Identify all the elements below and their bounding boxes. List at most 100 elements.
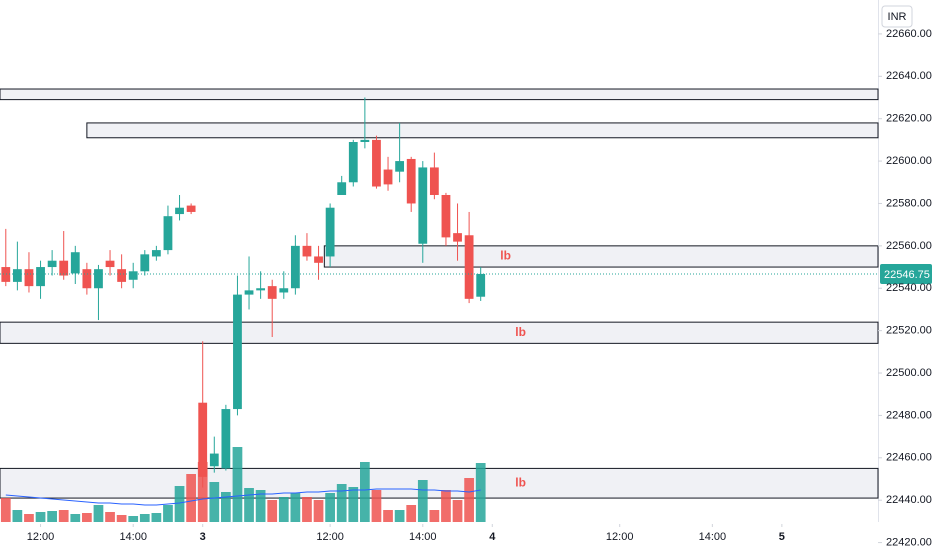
volume-bar [232, 447, 243, 522]
last-price-label: 22546.75 [884, 269, 930, 281]
candle-body [233, 294, 242, 410]
zone-label: lb [515, 325, 526, 339]
volume-bar [441, 490, 451, 522]
candle-body [105, 260, 115, 268]
candle-body [175, 207, 184, 215]
volume-bar [360, 462, 370, 522]
volume-bar [278, 497, 289, 522]
volume-bar [394, 510, 405, 522]
volume-bar [348, 487, 359, 522]
volume-bar [313, 500, 324, 522]
volume-bar [58, 510, 69, 522]
volume-bar [151, 513, 162, 522]
x-tick-label: 14:00 [119, 531, 147, 543]
x-tick-label: 3 [200, 531, 206, 543]
volume-bar [105, 512, 115, 522]
volume-bar [221, 492, 231, 522]
zone [0, 88, 879, 101]
volume-ma-line [5, 488, 481, 506]
volume-bar [244, 488, 254, 522]
volume-bar [406, 505, 417, 522]
candle-body [464, 235, 474, 299]
volume-bar [383, 510, 393, 522]
candle-body [476, 273, 486, 297]
candle-body [82, 269, 92, 289]
volume-bar [336, 484, 347, 522]
y-tick-label: 22620.00 [886, 113, 932, 125]
volume-bar [163, 505, 173, 522]
y-tick-label: 22660.00 [886, 28, 932, 40]
candle-body [372, 139, 381, 187]
candle-body [360, 139, 370, 143]
candle-body [36, 267, 45, 287]
y-tick-label: 22600.00 [886, 155, 932, 167]
candle-body [151, 250, 161, 257]
volume-bar [429, 510, 440, 522]
last-price-tag [880, 263, 932, 284]
candle-body [59, 260, 69, 276]
volume-bar [47, 511, 57, 522]
candle-body [244, 290, 254, 295]
volume-bar [0, 498, 11, 522]
volume-bar [93, 505, 104, 522]
candle-body [267, 286, 277, 299]
volume-bar [139, 514, 150, 522]
candle-body [302, 245, 312, 257]
volume-bar [290, 493, 301, 522]
candle-body [418, 167, 428, 244]
candle-body [441, 194, 451, 238]
volume-bar [116, 515, 127, 522]
candle-body [221, 409, 231, 469]
x-tick-label: 14:00 [409, 531, 437, 543]
y-tick-label: 22560.00 [886, 240, 932, 252]
candle-body [163, 216, 173, 251]
volume-bar [174, 486, 185, 522]
y-tick-label: 22440.00 [886, 494, 932, 506]
volume-bar [197, 462, 208, 522]
y-tick-label: 22580.00 [886, 197, 932, 209]
x-tick-label: 14:00 [699, 531, 727, 543]
candle-body [453, 233, 462, 242]
volume-bar [371, 490, 382, 522]
zone [0, 467, 879, 499]
candle-body [24, 269, 34, 287]
candle-body [47, 260, 57, 268]
y-tick-label: 22540.00 [886, 282, 932, 294]
candle-body [117, 269, 127, 282]
y-tick-label: 22420.00 [886, 536, 932, 548]
candle-body [348, 142, 358, 183]
candle-body [128, 271, 138, 280]
candle-body [70, 252, 80, 274]
volume-bar [128, 516, 139, 522]
volume-bar [464, 478, 474, 522]
candle-body [1, 267, 11, 282]
candle-body [140, 254, 150, 272]
x-tick-label: 4 [489, 531, 496, 543]
y-tick-label: 22480.00 [886, 409, 932, 421]
volume-bar [267, 500, 278, 522]
candle-body [406, 158, 416, 204]
candle-body [186, 205, 196, 212]
volume-bar [209, 482, 220, 522]
zone-label: lb [515, 475, 526, 489]
y-tick-label: 22640.00 [886, 70, 932, 82]
zone [86, 122, 879, 139]
candle-body [256, 288, 266, 291]
y-tick-label: 22500.00 [886, 367, 932, 379]
candle-body [12, 269, 22, 282]
candle-body [429, 167, 439, 195]
volume-bar [186, 474, 196, 522]
zone [323, 245, 879, 268]
candle-body [337, 182, 347, 195]
x-tick-label: 12:00 [27, 531, 55, 543]
volume-bar [35, 512, 46, 522]
candle-body [383, 169, 393, 185]
candle-body [395, 161, 405, 172]
volume-bar [417, 480, 428, 522]
currency-box[interactable] [881, 5, 913, 28]
candle-body [279, 288, 289, 293]
zone-label: lb [500, 249, 511, 263]
candle-body [314, 256, 323, 263]
x-tick-label: 12:00 [316, 531, 344, 543]
